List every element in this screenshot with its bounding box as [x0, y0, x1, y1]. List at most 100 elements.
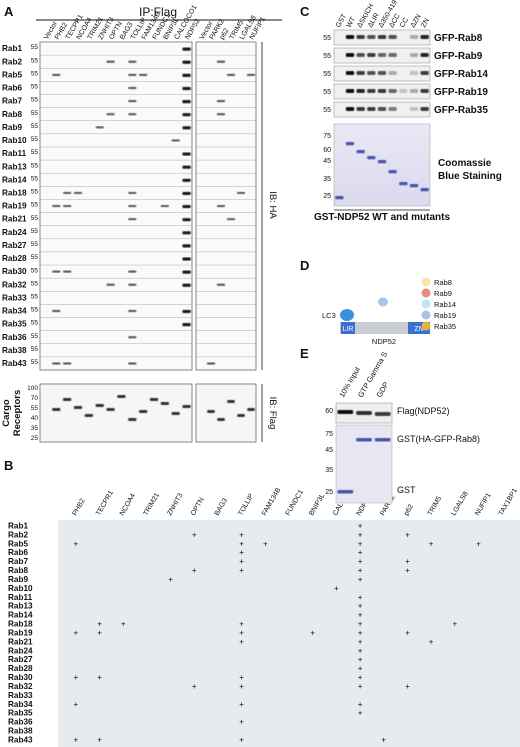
- b-col-bag3: BAG3: [214, 497, 229, 517]
- a-cargo-mw-40: 40: [31, 415, 39, 422]
- e-mw-75: 75: [325, 431, 333, 438]
- c-band-gfp-rab35-cc: [388, 107, 397, 111]
- b-mark-rab8-p62: +: [405, 566, 410, 575]
- b-mark-rab2-tollip: +: [239, 530, 244, 539]
- panel-d-legend: Rab8 Rab9 Rab14 Rab19 Rab35: [421, 277, 456, 331]
- b-mark-rab13-ndp52: +: [358, 602, 363, 611]
- a-row-mw-rab5: 55: [31, 70, 39, 77]
- b-mark-rab21-trim5: +: [429, 637, 434, 646]
- b-mark-rab32-ndp52: +: [358, 682, 363, 691]
- b-mark-rab32-optn: +: [192, 682, 197, 691]
- c-band-gfp-rab14-lir: [367, 71, 376, 75]
- c-blot-mw-gfp-rab8: 55: [323, 35, 331, 42]
- c-gel-mw-45: 45: [323, 158, 331, 165]
- c-band-gfp-rab9-skich: [356, 53, 365, 57]
- b-mark-rab18-tecpr1: +: [97, 620, 102, 629]
- a-row-label-rab30: Rab30: [2, 267, 27, 276]
- b-row-rab30: Rab30: [8, 673, 33, 682]
- a-band-rab2-p62: [216, 60, 226, 63]
- a-band-rab32-p62: [216, 283, 226, 286]
- b-mark-rab1-ndp52: +: [358, 521, 363, 530]
- a-band-rab5-nufip1: [246, 73, 256, 76]
- b-mark-rab19-tecpr1: +: [97, 628, 102, 637]
- c-lane-wt: WT: [346, 15, 358, 29]
- a-row-mw-rab35: 55: [31, 320, 39, 327]
- a-band-rab5-fam134b: [139, 73, 148, 76]
- b-row-rab1: Rab1: [8, 521, 28, 530]
- c-band-gfp-rab19-wt: [345, 89, 355, 93]
- a-cargo-mw-100: 100: [27, 385, 38, 392]
- b-col-bnip3l: BNIP3L: [308, 493, 326, 517]
- b-mark-rab21-ndp52: +: [358, 637, 363, 646]
- a-band-rab34-tollip: [128, 309, 137, 313]
- b-row-rab8: Rab8: [8, 566, 28, 575]
- b-mark-rab19-p62: +: [405, 628, 410, 637]
- b-mark-rab9-znhit3: +: [168, 575, 173, 584]
- panel-c-coomassie-gel: [333, 123, 431, 207]
- b-mark-rab32-p62: +: [405, 682, 410, 691]
- a-band-rab32-tollip: [128, 283, 137, 286]
- a-band-rab19-bnip3l: [160, 204, 169, 208]
- panel-b-column-headers: PHB2 TECPR1 NCOA4 TRIM21 ZNHIT3 OPTN BAG3 TOLLI…: [72, 480, 520, 517]
- a-band-rab5-phb2: [52, 73, 61, 76]
- b-mark-rab30-tecpr1: +: [97, 673, 102, 682]
- b-mark-rab21-tollip: +: [239, 637, 244, 646]
- b-mark-rab5-fam134b: +: [263, 539, 268, 548]
- a-row-mw-rab10: 55: [31, 136, 39, 143]
- a-band-rab5-ndp52: [182, 73, 191, 77]
- a-row-mw-rab14: 55: [31, 175, 39, 182]
- a-band-rab19-ndp52: [182, 204, 191, 209]
- panel-a-cargo-bands: [52, 395, 255, 421]
- b-row-rab18: Rab18: [8, 620, 33, 629]
- b-mark-rab10-calcoco1: +: [334, 584, 339, 593]
- a-row-label-rab33: Rab33: [2, 293, 27, 302]
- b-mark-rab6-tollip: +: [239, 548, 244, 557]
- c-band-gfp-rab8-zn: [409, 35, 419, 39]
- b-mark-rab5-tollip: +: [239, 539, 244, 548]
- a-band-rab34-ndp52: [182, 309, 191, 314]
- panel-e-label-gst: GST: [397, 485, 416, 495]
- a-band-rab18-ndp52: [182, 191, 191, 196]
- b-mark-rab32-tollip: +: [239, 682, 244, 691]
- b-mark-rab6-ndp52: +: [358, 548, 363, 557]
- b-col-trim21: TRIM21: [143, 492, 162, 517]
- b-mark-rab27-ndp52: +: [358, 655, 363, 664]
- c-band-gfp-rab19-zn: [409, 89, 419, 93]
- b-row-rab38: Rab38: [8, 727, 33, 736]
- a-row-mw-rab6: 55: [31, 84, 39, 91]
- a-row-label-rab35: Rab35: [2, 320, 27, 329]
- a-band-rab32-optn: [106, 283, 115, 286]
- b-row-rab7: Rab7: [8, 557, 28, 566]
- a-band-rab43-tollip: [128, 362, 137, 365]
- a-row-label-rab32: Rab32: [2, 280, 27, 289]
- b-row-rab21: Rab21: [8, 637, 33, 646]
- a-band-rab5-trim5: [226, 73, 236, 76]
- b-row-rab6: Rab6: [8, 548, 28, 557]
- b-col-fundc1: FUNDC1: [285, 489, 305, 517]
- c-gel-band-lir: [367, 156, 376, 160]
- a-band-rab21-trim5: [226, 218, 236, 221]
- c-band-gfp-rab8-lir: [367, 35, 376, 39]
- c-blot-label-gfp-rab14: GFP-Rab14: [434, 69, 488, 80]
- a-cargo-band-phb2: [52, 408, 61, 411]
- a-band-rab5-tollip: [128, 73, 137, 76]
- b-mark-rab19-ndp52: +: [358, 628, 363, 637]
- a-cargo-band-optn: [106, 408, 115, 411]
- e-flag-band-gtp-gamma-s: [356, 411, 372, 415]
- a-cargo-band-ndp52: [182, 405, 191, 408]
- a-cargo-band-tollip: [128, 418, 137, 421]
- a-row-label-rab10: Rab10: [2, 136, 27, 145]
- a-band-rab35-ndp52: [182, 323, 191, 327]
- c-gel-band-gst: [335, 196, 344, 200]
- panel-e-letter: E: [300, 346, 309, 361]
- panel-a-cargo-label-1: Cargo: [1, 399, 12, 427]
- panel-b-row-labels: Rab1Rab2Rab5Rab6Rab7Rab8Rab9Rab10Rab11Ra…: [8, 521, 33, 744]
- panel-c-caption: GST-NDP52 WT and mutants: [314, 212, 451, 223]
- panel-a-bands: [52, 47, 256, 365]
- panel-a-ib-ha-label: IB: HA: [267, 191, 278, 219]
- b-mark-rab34-phb2: +: [74, 700, 79, 709]
- a-row-mw-rab43: 55: [31, 359, 39, 366]
- panel-e-bands: [337, 410, 391, 494]
- b-row-rab13: Rab13: [8, 602, 33, 611]
- a-row-label-rab24: Rab24: [2, 228, 27, 237]
